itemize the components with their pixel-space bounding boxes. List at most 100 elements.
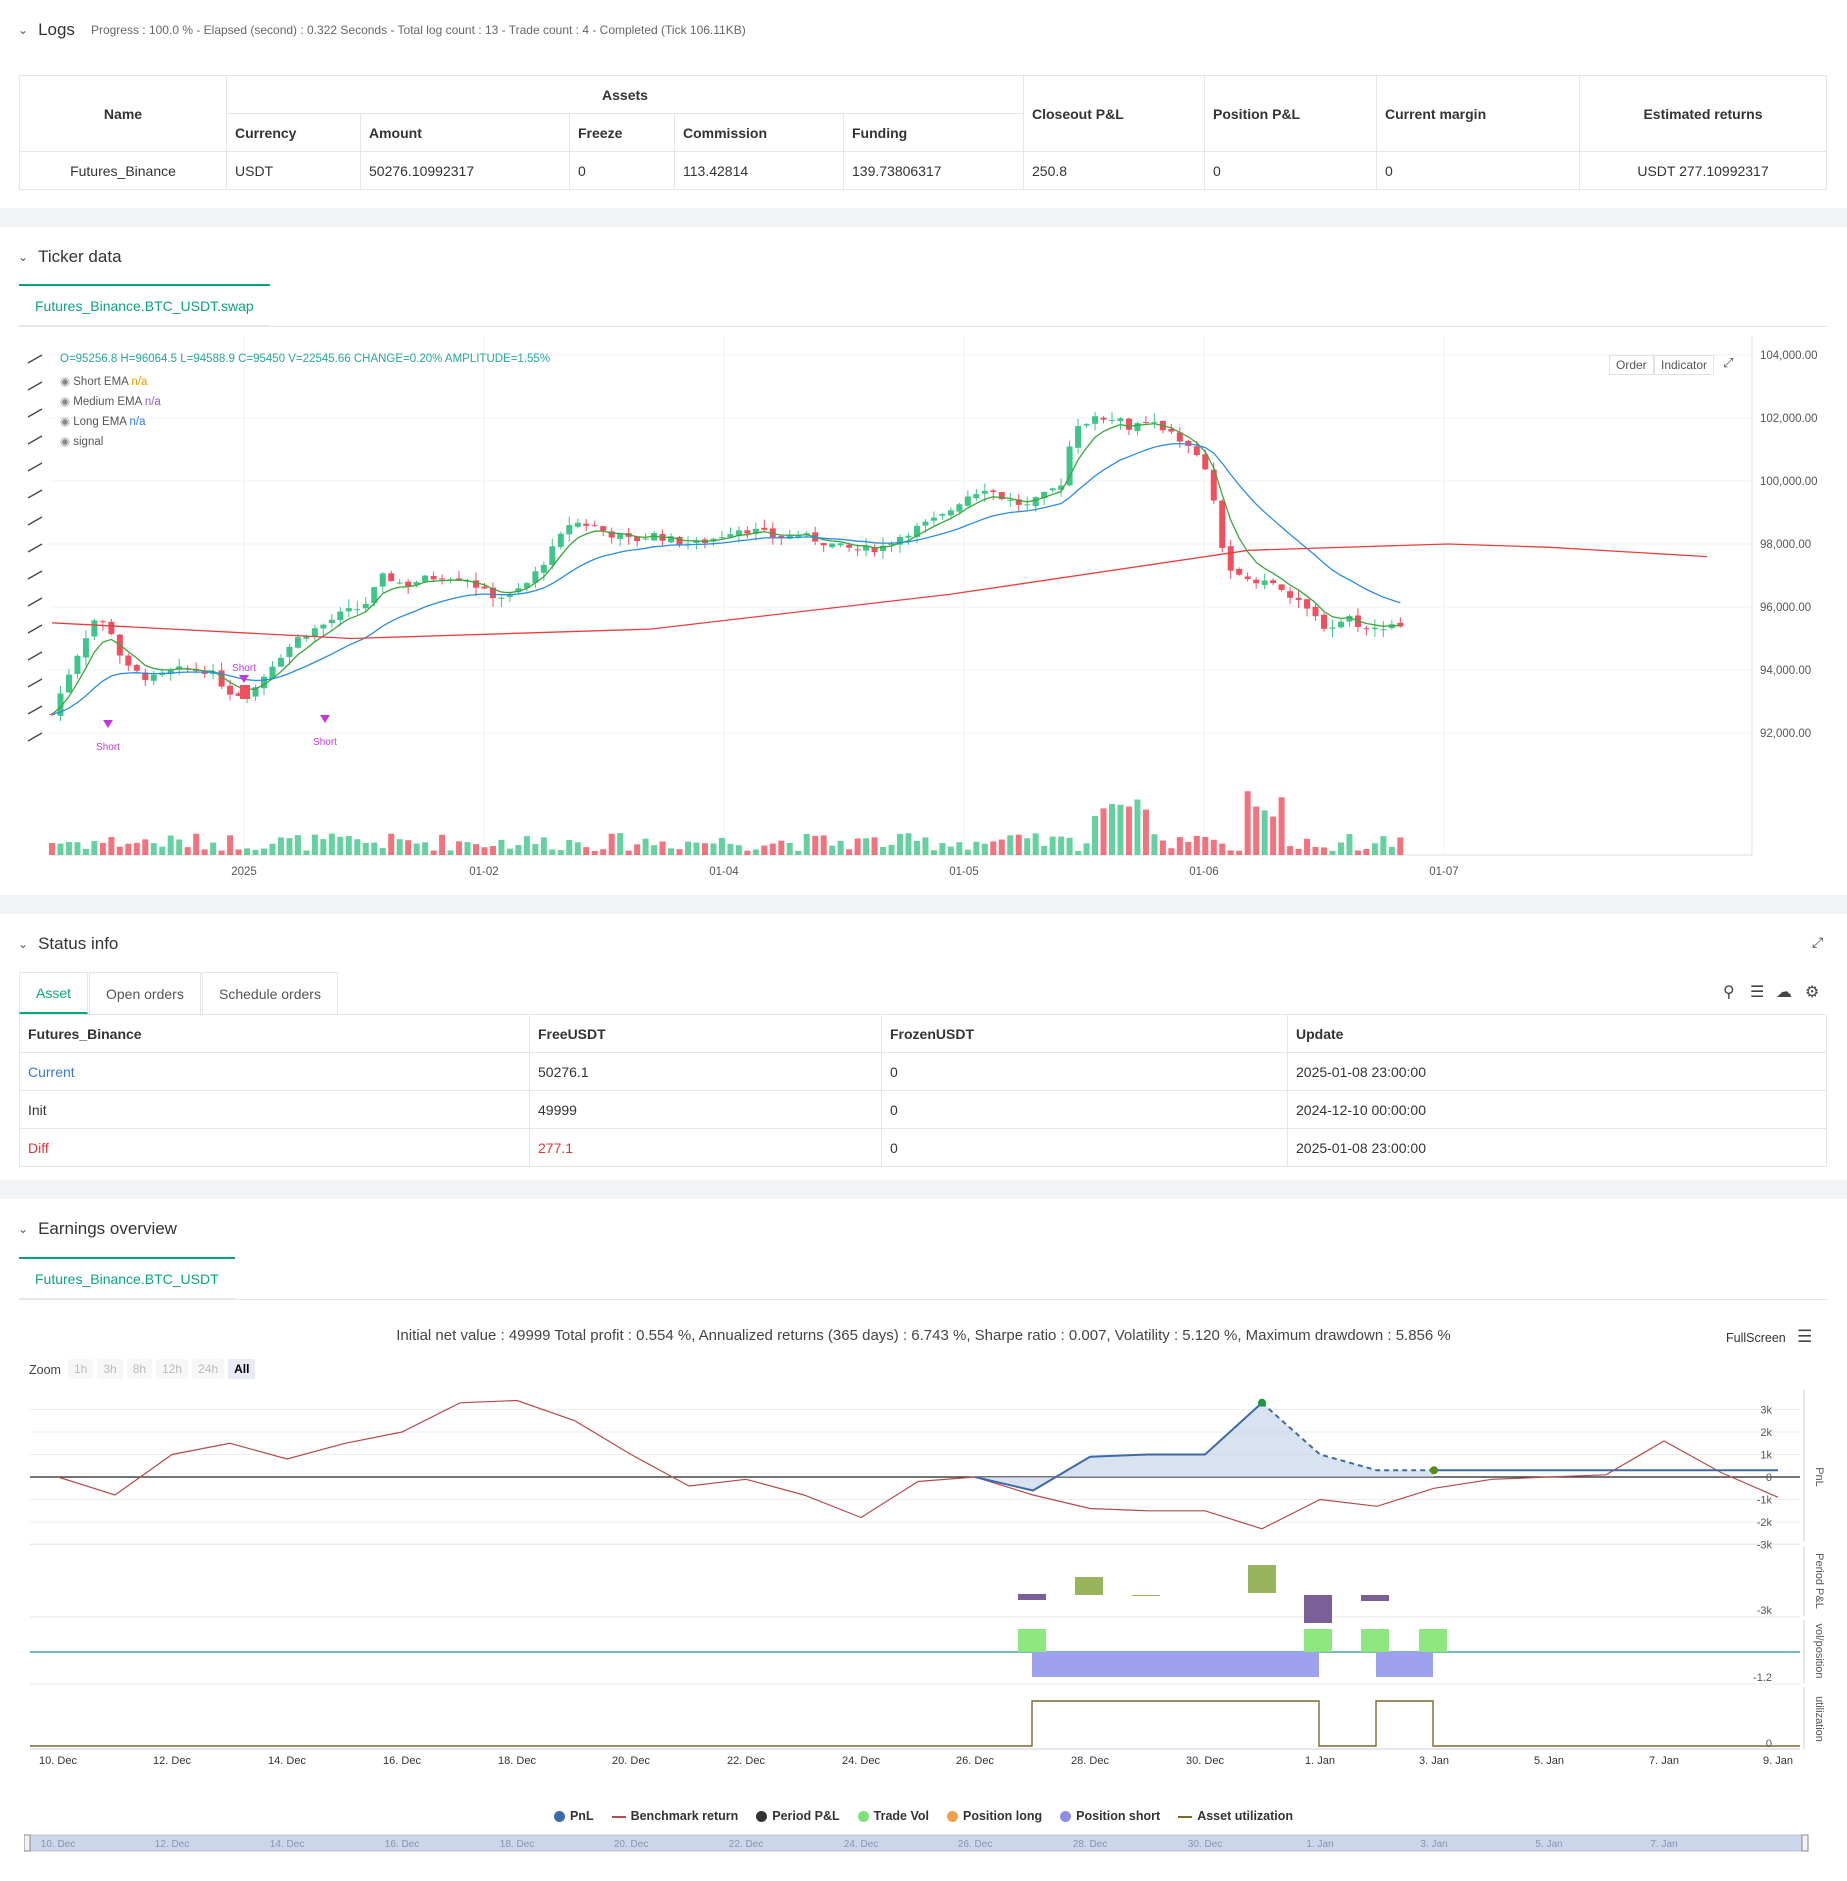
candle-body xyxy=(1210,469,1217,501)
fullscreen-button[interactable]: FullScreen xyxy=(1726,1331,1786,1345)
volume-bar xyxy=(1295,848,1302,855)
zoom-All[interactable]: All xyxy=(228,1359,256,1379)
eye-icon[interactable]: ◉ xyxy=(60,376,71,388)
candle-body xyxy=(176,666,183,669)
zoom-1h[interactable]: 1h xyxy=(68,1359,94,1379)
navigator-scrollbar[interactable]: 10. Dec 12. Dec 14. Dec 16. Dec 18. Dec 20. D… xyxy=(24,1833,1832,1853)
navigator-tick: 20. Dec xyxy=(614,1839,648,1850)
y-tick-label: 1k xyxy=(1760,1450,1772,1462)
legend-item[interactable]: Position short xyxy=(1060,1809,1160,1823)
volume-bar xyxy=(1329,850,1336,855)
position-short-bar xyxy=(1032,1652,1319,1677)
collapse-caret-icon[interactable]: ⌄ xyxy=(18,937,29,951)
cloud-download-icon[interactable]: ☁ xyxy=(1776,984,1792,1001)
candle-body xyxy=(1092,416,1099,424)
legend-item[interactable]: ◉ Medium EMA n/a xyxy=(60,396,161,408)
legend-item[interactable]: ◉ Long EMA n/a xyxy=(60,416,146,428)
indicator-button[interactable]: Indicator xyxy=(1654,355,1715,375)
x-tick-label: 01-06 xyxy=(1189,866,1218,878)
volume-bar xyxy=(447,850,454,855)
drawing-tool-icon xyxy=(27,489,43,499)
collapse-caret-icon[interactable]: ⌄ xyxy=(18,1222,29,1236)
volume-bar xyxy=(557,850,564,855)
x-tick-label: 2025 xyxy=(231,866,257,878)
candle-body xyxy=(566,525,573,535)
volume-bar xyxy=(405,840,412,855)
tab-open-orders[interactable]: Open orders xyxy=(89,972,201,1014)
y-tick-label: -1k xyxy=(1757,1495,1773,1507)
candle-body xyxy=(125,655,132,666)
search-icon[interactable]: ⚲ xyxy=(1723,984,1735,1001)
eye-icon[interactable]: ◉ xyxy=(60,396,71,408)
legend-item[interactable]: Position long xyxy=(946,1809,1042,1823)
col-returns: Estimated returns xyxy=(1579,75,1827,152)
candle-body xyxy=(1168,428,1175,432)
zoom-24h[interactable]: 24h xyxy=(192,1359,225,1379)
volume-bar xyxy=(973,841,980,855)
order-button[interactable]: Order xyxy=(1609,355,1654,375)
volume-bar xyxy=(328,833,335,855)
volume-bar xyxy=(1049,836,1056,855)
signal-marker xyxy=(239,675,249,683)
candle-body xyxy=(846,544,853,548)
volume-bar xyxy=(820,835,827,855)
candle-body xyxy=(1109,420,1115,422)
legend-item[interactable]: Period P&L xyxy=(756,1809,840,1823)
volume-bar xyxy=(430,850,437,855)
zoom-12h[interactable]: 12h xyxy=(156,1359,189,1379)
menu-icon[interactable]: ☰ xyxy=(1797,1327,1813,1346)
zoom-8h[interactable]: 8h xyxy=(126,1359,153,1379)
x-tick-label: 9. Jan xyxy=(1763,1755,1793,1767)
asset-utilization-line xyxy=(30,1700,1800,1747)
list-icon[interactable]: ☰ xyxy=(1750,984,1765,1001)
eye-icon[interactable]: ◉ xyxy=(60,416,71,428)
volume-bar xyxy=(235,849,242,855)
candle-body xyxy=(388,573,395,582)
eye-icon[interactable]: ◉ xyxy=(60,436,71,448)
x-tick-label: 14. Dec xyxy=(268,1755,306,1767)
tab-schedule-orders[interactable]: Schedule orders xyxy=(202,972,338,1014)
collapse-caret-icon[interactable]: ⌄ xyxy=(18,250,29,264)
candle-body xyxy=(142,672,149,681)
ticker-title: Ticker data xyxy=(38,247,122,266)
legend-dot-icon xyxy=(1060,1811,1072,1823)
x-tick-label: 28. Dec xyxy=(1071,1755,1109,1767)
navigator-tick: 3. Jan xyxy=(1420,1839,1447,1850)
volume-bar xyxy=(786,842,793,855)
drawing-tool-icon xyxy=(27,462,43,472)
short-ema-line xyxy=(51,422,1401,715)
legend-item[interactable]: PnL xyxy=(553,1809,594,1823)
legend-item[interactable]: ◉ Short EMA n/a xyxy=(60,376,148,388)
volume-bar xyxy=(133,842,140,855)
candle-body xyxy=(651,533,658,541)
volume-bar xyxy=(1354,850,1361,855)
drawing-tool-icon xyxy=(27,516,43,526)
candle-body xyxy=(744,530,751,534)
candle-body xyxy=(1100,417,1107,420)
period-pnl-bar xyxy=(1361,1595,1389,1601)
tab-asset[interactable]: Asset xyxy=(19,972,89,1014)
candle-body xyxy=(456,578,463,581)
drawing-tool-icon xyxy=(27,678,43,688)
candle-body xyxy=(1024,504,1031,506)
collapse-caret-icon[interactable]: ⌄ xyxy=(18,23,29,37)
zoom-label: Zoom xyxy=(29,1363,61,1377)
tab-btc-usdt-swap[interactable]: Futures_Binance.BTC_USDT.swap xyxy=(19,284,270,326)
candle-body xyxy=(1193,446,1200,456)
legend-item[interactable]: Asset utilization xyxy=(1178,1809,1293,1823)
gear-icon[interactable]: ⚙ xyxy=(1805,984,1820,1001)
zoom-3h[interactable]: 3h xyxy=(97,1359,123,1379)
candle-body xyxy=(634,536,641,542)
candle-body xyxy=(727,534,734,538)
volume-bar xyxy=(489,846,496,855)
candle-body xyxy=(540,564,547,573)
legend-item[interactable]: Trade Vol xyxy=(857,1809,929,1823)
legend-item[interactable]: Benchmark return xyxy=(611,1809,738,1823)
legend-item[interactable]: ◉ signal xyxy=(60,436,104,448)
trade-vol-bar xyxy=(1304,1629,1332,1652)
shrink-icon[interactable]: ⤢ xyxy=(1812,934,1824,950)
drawing-tool-icon xyxy=(27,705,43,715)
expand-icon[interactable]: ⤢ xyxy=(1723,355,1734,370)
tab-btc-usdt[interactable]: Futures_Binance.BTC_USDT xyxy=(19,1257,235,1299)
candle-body xyxy=(642,538,649,540)
